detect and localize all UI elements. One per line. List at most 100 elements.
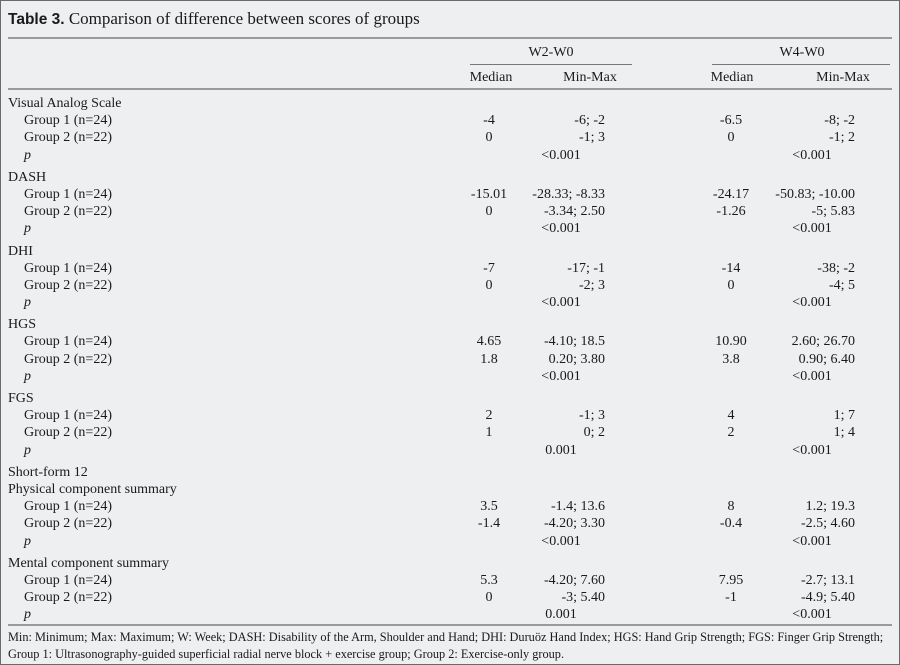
minmax-w4: -38; -2 <box>817 260 855 276</box>
minmax-w2: -6; -2 <box>574 113 605 129</box>
table-row: Group 2 (n=22) 0 -2; 3 0 -4; 5 <box>0 277 900 294</box>
p-value-w4: <0.001 <box>792 147 832 163</box>
median-w4: -1.26 <box>716 204 746 220</box>
median-w2: 4.65 <box>476 334 502 350</box>
section-header-row: FGS <box>0 390 900 407</box>
minmax-w4: -2.5; 4.60 <box>800 516 855 532</box>
section-header-row: Visual Analog Scale <box>0 95 900 112</box>
median-w4: 4 <box>727 408 735 424</box>
minmax-w2: -3; 5.40 <box>561 590 605 606</box>
row-label: DASH <box>8 169 47 185</box>
table-row: Group 2 (n=22) 0 -3; 5.40 -1 -4.9; 5.40 <box>0 589 900 606</box>
median-w4: 3.8 <box>722 351 740 367</box>
section-header-row: HGS <box>0 316 900 333</box>
header-median-w2: Median <box>469 70 513 85</box>
row-label: Group 2 (n=22) <box>24 351 112 367</box>
minmax-w2: -4.20; 3.30 <box>543 516 605 532</box>
median-w4: 2 <box>727 425 735 441</box>
table-row: Group 1 (n=24) 2 -1; 3 4 1; 7 <box>0 407 900 424</box>
minmax-w2: 0; 2 <box>583 425 605 441</box>
row-label: HGS <box>8 317 37 333</box>
p-value-w2: <0.001 <box>541 368 581 384</box>
p-value-row: p <0.001 <0.001 <box>0 533 900 550</box>
median-w4: 7.95 <box>718 572 744 588</box>
minmax-w4: -1; 2 <box>828 130 855 146</box>
minmax-w4: 1; 4 <box>833 425 855 441</box>
w4-underline <box>712 64 890 65</box>
minmax-w4: 2.60; 26.70 <box>791 334 855 350</box>
row-label: Group 2 (n=22) <box>24 425 112 441</box>
p-value-w2: 0.001 <box>545 607 577 623</box>
header-w4-w0: W4-W0 <box>779 45 825 60</box>
table-row: Group 1 (n=24) -7 -17; -1 -14 -38; -2 <box>0 260 900 277</box>
table-row: Group 1 (n=24) 4.65 -4.10; 18.5 10.90 2.60; … <box>0 333 900 350</box>
w2-underline <box>470 64 632 65</box>
minmax-w4: -2.7; 13.1 <box>800 572 855 588</box>
row-label: p <box>24 221 31 237</box>
minmax-w2: -4.20; 7.60 <box>543 572 605 588</box>
median-w2: -1.4 <box>477 516 501 532</box>
p-value-w4: <0.001 <box>792 533 832 549</box>
minmax-w2: -1.4; 13.6 <box>550 499 605 515</box>
table-title: Table 3. Comparison of difference betwee… <box>8 9 420 29</box>
minmax-w2: -28.33; -8.33 <box>532 186 605 202</box>
row-label: p <box>24 607 31 623</box>
median-w2: 2 <box>485 408 493 424</box>
p-value-row: p <0.001 <0.001 <box>0 147 900 164</box>
section-header-row: Physical component summary <box>0 481 900 498</box>
row-label: Group 2 (n=22) <box>24 590 112 606</box>
table-row: Group 2 (n=22) 1.8 0.20; 3.80 3.8 0.90; 6.40 <box>0 351 900 368</box>
row-label: Group 2 (n=22) <box>24 204 112 220</box>
median-w2: 3.5 <box>480 499 498 515</box>
header-minmax-w2: Min-Max <box>563 70 617 85</box>
median-w4: 0 <box>727 277 735 293</box>
minmax-w2: -17; -1 <box>567 260 605 276</box>
row-label: Group 1 (n=24) <box>24 186 112 202</box>
median-w2: 1.8 <box>480 351 498 367</box>
median-w4: 0 <box>727 130 735 146</box>
minmax-w4: -8; -2 <box>824 113 855 129</box>
row-label: Group 1 (n=24) <box>24 499 112 515</box>
row-label: Group 2 (n=22) <box>24 516 112 532</box>
minmax-w2: 0.20; 3.80 <box>548 351 605 367</box>
p-value-w4: <0.001 <box>792 221 832 237</box>
p-value-row: p 0.001 <0.001 <box>0 606 900 623</box>
median-w2: 0 <box>485 277 493 293</box>
row-label: Physical component summary <box>8 481 177 497</box>
table-number: Table 3. <box>8 11 65 28</box>
row-label: Group 2 (n=22) <box>24 277 112 293</box>
row-label: Group 1 (n=24) <box>24 572 112 588</box>
median-w4: -24.17 <box>712 186 750 202</box>
bottom-rule <box>8 624 892 626</box>
minmax-w2: -1; 3 <box>578 408 605 424</box>
row-label: Mental component summary <box>8 555 169 571</box>
row-label: Short-form 12 <box>8 464 88 480</box>
minmax-w4: -4; 5 <box>828 277 855 293</box>
header-w2-w0: W2-W0 <box>528 45 574 60</box>
median-w2: 0 <box>485 130 493 146</box>
section-header-row: DHI <box>0 243 900 260</box>
p-value-w2: <0.001 <box>541 147 581 163</box>
header-minmax-w4: Min-Max <box>816 70 870 85</box>
median-w2: -15.01 <box>470 186 508 202</box>
row-label: DHI <box>8 243 33 259</box>
table-row: Group 1 (n=24) -15.01 -28.33; -8.33 -24.17 -… <box>0 186 900 203</box>
p-value-row: p <0.001 <0.001 <box>0 368 900 385</box>
section-header-row: Mental component summary <box>0 555 900 572</box>
minmax-w4: -5; 5.83 <box>811 204 855 220</box>
p-value-w4: <0.001 <box>792 442 832 458</box>
row-label: Group 1 (n=24) <box>24 334 112 350</box>
p-value-w2: <0.001 <box>541 295 581 311</box>
median-w2: 1 <box>485 425 493 441</box>
section-header-row: Short-form 12 <box>0 464 900 481</box>
p-value-w2: <0.001 <box>541 221 581 237</box>
minmax-w4: 1.2; 19.3 <box>805 499 855 515</box>
p-value-w2: 0.001 <box>545 442 577 458</box>
median-w4: -14 <box>721 260 741 276</box>
row-label: Group 1 (n=24) <box>24 408 112 424</box>
p-value-row: p 0.001 <0.001 <box>0 442 900 459</box>
table-caption: Comparison of difference between scores … <box>64 9 420 28</box>
row-label: Group 1 (n=24) <box>24 260 112 276</box>
median-w2: 0 <box>485 204 493 220</box>
minmax-w2: -1; 3 <box>578 130 605 146</box>
